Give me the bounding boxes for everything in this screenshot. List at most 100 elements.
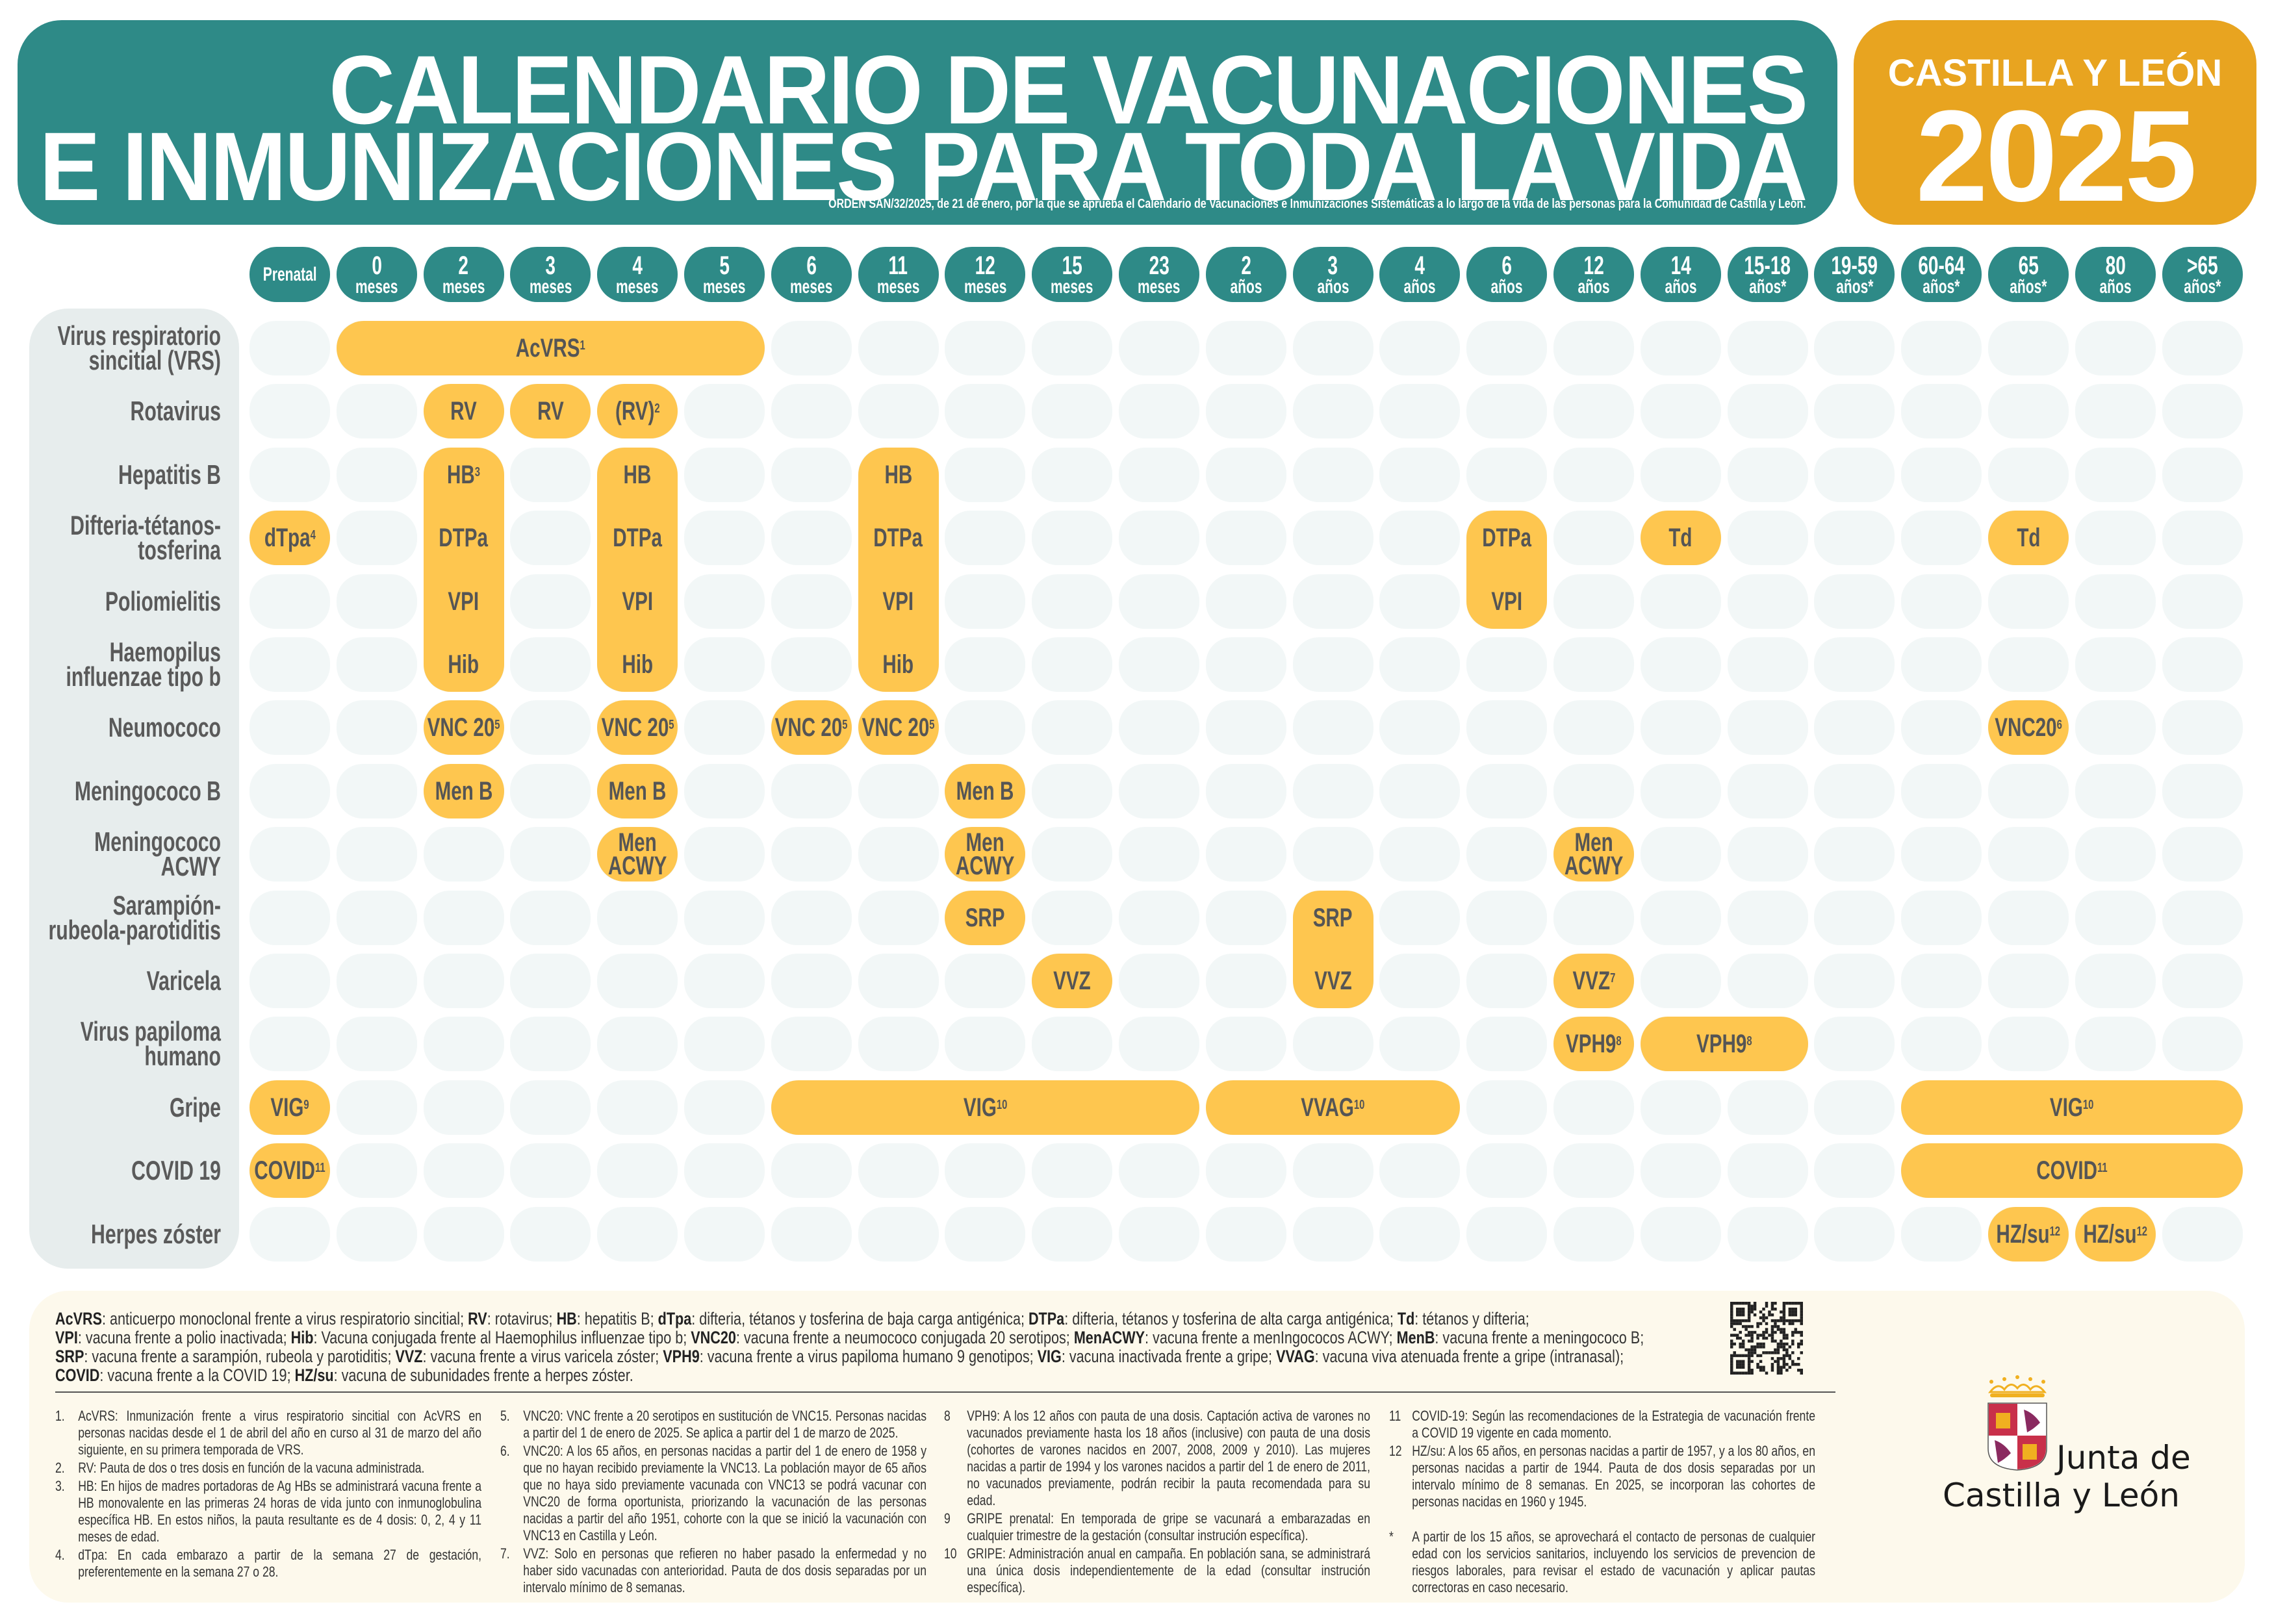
vaccine-cell[interactable]: dTpa4	[249, 511, 330, 566]
column-header-unit: meses	[1051, 275, 1093, 298]
vaccine-cell[interactable]: (RV)2	[597, 384, 678, 439]
vaccine-cell[interactable]: Td	[1988, 511, 2069, 566]
vaccine-cell[interactable]: Td	[1640, 511, 1721, 566]
vaccine-cell[interactable]: RV	[510, 384, 591, 439]
empty-cell	[945, 574, 1026, 629]
empty-cell	[1901, 1017, 1982, 1072]
vaccine-cell[interactable]: SRP	[945, 890, 1026, 945]
vaccine-cell[interactable]: VVZ7	[1553, 954, 1634, 1008]
vaccine-cell[interactable]: VPH98	[1640, 1017, 1808, 1072]
empty-cell	[1640, 321, 1721, 375]
qr-code-icon[interactable]	[1730, 1302, 1803, 1375]
vaccine-label: Hib	[858, 637, 939, 692]
vaccine-name: VPI	[1491, 587, 1523, 616]
vaccine-cell[interactable]: HZ/su12	[1988, 1206, 2069, 1262]
vaccine-cell[interactable]: VNC 205	[858, 700, 939, 755]
empty-cell	[2162, 511, 2243, 566]
vaccine-cell[interactable]: Men ACWY	[597, 827, 678, 882]
empty-cell	[510, 1143, 591, 1199]
empty-cell	[1553, 1080, 1634, 1135]
vaccine-cell[interactable]: RV	[423, 384, 504, 439]
empty-cell	[945, 447, 1026, 502]
vaccine-cell[interactable]: HB DTPa VPI Hib	[858, 447, 939, 692]
vaccine-cell[interactable]: Men B	[423, 763, 504, 818]
footnote-ref: 8	[1746, 1034, 1752, 1049]
empty-cell	[1466, 700, 1548, 755]
empty-cell	[1553, 574, 1634, 629]
empty-cell	[249, 447, 330, 502]
footnote-text: VPH9: A los 12 años con pauta de una dos…	[967, 1408, 1370, 1508]
vaccine-cell[interactable]: VNC 205	[597, 700, 678, 755]
column-header-value: 6	[806, 251, 817, 280]
column-header-value: 12	[1583, 251, 1604, 280]
empty-cell	[2075, 890, 2156, 945]
footnote-ref: 10	[2083, 1097, 2094, 1112]
vaccine-cell[interactable]: AcVRS1	[336, 321, 765, 375]
vaccine-cell[interactable]: COVID11	[249, 1143, 330, 1199]
footnote: 11 COVID-19: Según las recomendaciones de…	[1389, 1408, 1815, 1441]
legend-definition: : Vacuna conjugada frente al Haemophilus…	[313, 1328, 691, 1347]
row-label: Gripe	[170, 1091, 221, 1123]
empty-cell	[1466, 1206, 1548, 1262]
empty-cell	[1553, 321, 1634, 375]
empty-cell	[945, 321, 1026, 375]
empty-cell	[1032, 574, 1113, 629]
vaccine-name: VNC 205	[774, 713, 848, 742]
empty-cell	[1466, 637, 1548, 692]
empty-cell	[1119, 763, 1199, 818]
vaccine-cell[interactable]: HB DTPa VPI Hib	[597, 447, 678, 692]
vaccine-name: (RV)2	[615, 397, 660, 426]
empty-cell	[2075, 954, 2156, 1008]
vaccine-cell[interactable]: DTPa VPI	[1466, 511, 1548, 629]
vaccine-cell[interactable]: Men ACWY	[1553, 827, 1634, 882]
footnote-number: 5.	[500, 1408, 510, 1424]
vaccine-cell[interactable]: VNC 205	[771, 700, 852, 755]
vaccine-label: HB	[858, 448, 939, 502]
empty-cell	[1379, 1143, 1461, 1199]
legend-term: VNC20	[691, 1328, 736, 1347]
empty-cell	[1032, 447, 1113, 502]
vaccine-name: HZ/su12	[2083, 1219, 2148, 1249]
vaccine-cell[interactable]: Men B	[597, 763, 678, 818]
vaccine-cell[interactable]: VNC206	[1988, 700, 2069, 755]
vaccine-cell[interactable]: VVZ	[1032, 954, 1113, 1008]
empty-cell	[597, 1206, 678, 1262]
vaccine-cell[interactable]: HZ/su12	[2075, 1206, 2156, 1262]
vaccine-cell[interactable]: SRP VVZ	[1292, 890, 1373, 1008]
empty-cell	[423, 890, 504, 945]
empty-cell	[336, 637, 417, 692]
empty-cell	[1032, 321, 1113, 375]
vaccine-cell[interactable]: VIG9	[249, 1080, 330, 1135]
vaccine-cell[interactable]: VIG10	[1901, 1080, 2243, 1135]
empty-cell	[336, 447, 417, 502]
empty-cell	[1901, 763, 1982, 818]
empty-cell	[1553, 700, 1634, 755]
vaccine-cell[interactable]: Men ACWY	[945, 827, 1026, 882]
legend-definition: : vacuna inactivada frente a gripe;	[1061, 1347, 1277, 1366]
vaccine-cell[interactable]: VPH98	[1553, 1017, 1634, 1072]
empty-cell	[1988, 890, 2069, 945]
vaccine-cell[interactable]: HB3 DTPa VPI Hib	[423, 447, 504, 692]
region-name: CASTILLA Y LEÓN	[1887, 52, 2223, 94]
empty-cell	[249, 1017, 330, 1072]
column-header: 60-64 años*	[1901, 247, 1982, 302]
empty-cell	[336, 954, 417, 1008]
empty-cell	[1901, 700, 1982, 755]
empty-cell	[1205, 954, 1286, 1008]
footnote-ref: 10	[1354, 1097, 1365, 1112]
empty-cell	[1814, 1017, 1895, 1072]
logo-text-line-2: Castilla y León	[1943, 1477, 2180, 1514]
vaccine-cell[interactable]: Men B	[945, 763, 1026, 818]
empty-cell	[1727, 447, 1808, 502]
junta-logo: Junta de Castilla y León	[1943, 1374, 2216, 1523]
legend-box: AcVRS: anticuerpo monoclonal frente a vi…	[29, 1291, 2245, 1603]
empty-cell	[423, 1017, 504, 1072]
vaccine-cell[interactable]: VIG10	[771, 1080, 1199, 1135]
vaccine-cell[interactable]: VVAG10	[1205, 1080, 1461, 1135]
vaccine-label: RV	[424, 384, 504, 438]
vaccine-cell[interactable]: COVID11	[1901, 1143, 2243, 1199]
vaccine-name: Men ACWY	[607, 828, 667, 881]
legend-term: dTpa	[658, 1309, 692, 1328]
column-header: 14 años	[1640, 247, 1721, 302]
vaccine-cell[interactable]: VNC 205	[423, 700, 504, 755]
